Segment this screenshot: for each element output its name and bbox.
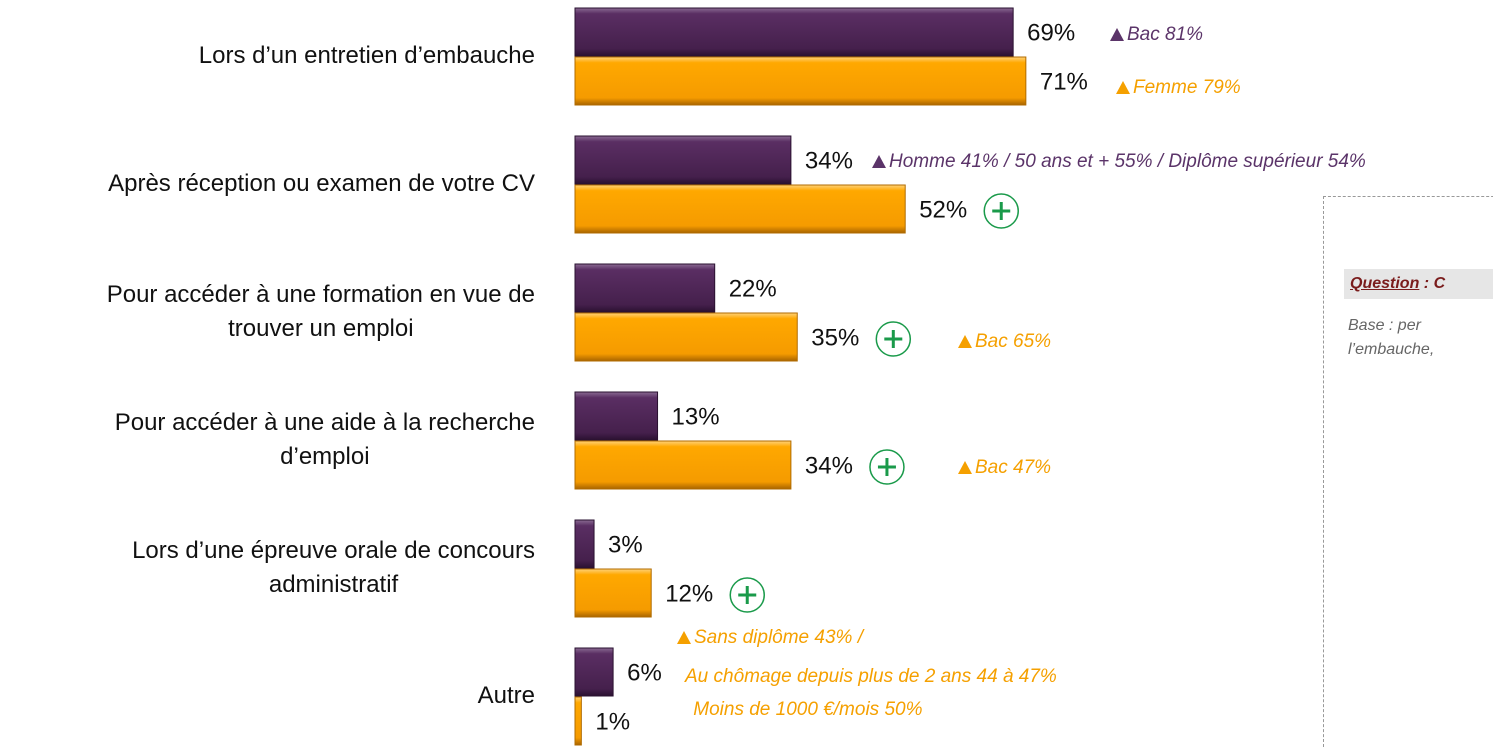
value-label: 52%: [919, 196, 967, 223]
value-label: 69%: [1027, 19, 1075, 46]
annotation: Au chômage depuis plus de 2 ans 44 à 47%: [684, 666, 1057, 687]
value-label: 12%: [665, 580, 713, 607]
significance-mark: [875, 321, 912, 357]
bar: [574, 568, 652, 618]
value-label: 34%: [805, 147, 853, 174]
annotation: Bac 81%: [1127, 24, 1203, 45]
significance-plus: [738, 586, 757, 604]
annotation: Moins de 1000 €/mois 50%: [688, 699, 923, 720]
bar: [574, 647, 614, 697]
value-label: 34%: [805, 452, 853, 479]
category-label: Autre: [477, 682, 535, 709]
bar: [574, 56, 1027, 106]
base-line: l’embauche,: [1348, 341, 1435, 358]
question-text: : C: [1419, 275, 1446, 292]
annotation-arrow: [677, 631, 691, 644]
annotation-arrow: [958, 461, 972, 474]
value-label: 71%: [1040, 68, 1088, 95]
bar: [574, 696, 582, 746]
value-label: 13%: [672, 403, 720, 430]
significance-plus: [992, 202, 1011, 220]
bar: [574, 7, 1014, 57]
bar: [574, 263, 716, 313]
significance-mark: [869, 449, 905, 485]
annotation: Homme 41% / 50 ans et + 55% / Diplôme su…: [889, 151, 1366, 172]
bar: [574, 440, 792, 490]
value-label: 35%: [811, 324, 859, 351]
annotation-arrow: [872, 155, 886, 168]
value-label: 1%: [595, 708, 630, 735]
significance-plus: [877, 458, 896, 476]
category-label: Lors d’une épreuve orale de concours adm…: [132, 537, 535, 598]
bar: [574, 519, 595, 569]
significance-plus: [884, 330, 903, 348]
category-label: Lors d’un entretien d’embauche: [198, 42, 535, 69]
significance-mark: [983, 193, 1019, 229]
question-bar: Question : C: [1344, 269, 1493, 299]
bar: [574, 184, 906, 234]
category-label: Après réception ou examen de votre CV: [108, 170, 535, 197]
category-label: Pour accéder à une aide à la recherche d…: [114, 409, 535, 470]
bar: [574, 135, 792, 185]
question-label: Question: [1350, 275, 1420, 292]
question-panel: Question : C Base : per l’embauche,: [1323, 196, 1493, 749]
value-label: 6%: [627, 659, 662, 686]
annotation: Femme 79%: [1133, 77, 1241, 98]
annotation: Bac 65%: [975, 331, 1051, 352]
category-label: Pour accéder à une formation en vue de t…: [106, 281, 535, 342]
value-label: 22%: [729, 275, 777, 302]
annotation-arrow: [1116, 81, 1130, 94]
annotation: Sans diplôme 43% /: [694, 627, 865, 648]
annotation: Bac 47%: [975, 457, 1051, 478]
annotation-arrow: [958, 335, 972, 348]
value-label: 3%: [608, 531, 643, 558]
annotation-arrow: [1110, 28, 1124, 41]
bar: [574, 312, 798, 362]
significance-mark: [729, 577, 765, 613]
bar: [574, 391, 659, 441]
base-line: Base : per: [1348, 317, 1421, 334]
